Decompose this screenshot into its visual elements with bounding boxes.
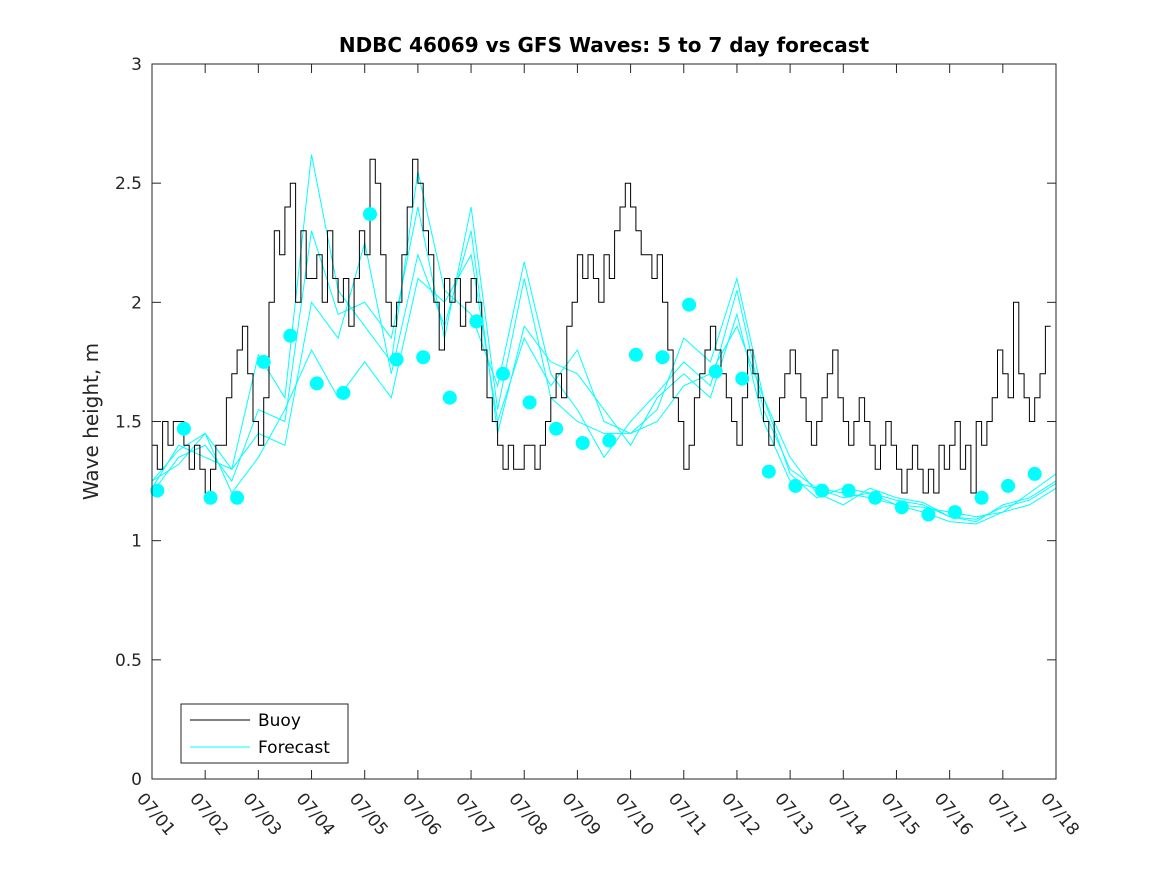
x-tick-label: 07/06 — [398, 789, 445, 839]
forecast-marker — [761, 464, 776, 479]
forecast-marker — [469, 314, 484, 329]
y-tick-label: 0.5 — [115, 651, 142, 671]
forecast-marker — [575, 436, 590, 450]
x-tick-label: 07/08 — [504, 789, 551, 839]
y-tick-label: 0 — [131, 770, 142, 790]
y-tick-label: 2 — [131, 293, 142, 313]
forecast-marker — [522, 395, 537, 410]
forecast-marker — [602, 433, 617, 448]
forecast-marker — [655, 350, 670, 365]
forecast-marker — [894, 500, 909, 515]
forecast-marker — [309, 376, 324, 391]
forecast-marker — [815, 483, 829, 498]
forecast-marker — [176, 421, 191, 436]
forecast-marker — [921, 507, 936, 522]
forecast-marker — [389, 352, 404, 367]
x-tick-label: 07/02 — [185, 789, 232, 839]
y-tick-label: 1.5 — [115, 413, 142, 433]
x-tick-label: 07/11 — [664, 789, 711, 839]
forecast-marker — [363, 207, 377, 222]
x-tick-label: 07/12 — [717, 789, 764, 839]
forecast-marker — [1001, 478, 1016, 493]
x-tick-label: 07/10 — [611, 789, 658, 839]
legend: Buoy Forecast — [180, 703, 349, 764]
buoy-line — [152, 158, 1051, 494]
x-tick-label: 07/03 — [239, 789, 286, 839]
forecast-marker — [549, 421, 564, 436]
x-tick-label: 07/05 — [345, 789, 392, 839]
forecast-marker — [682, 297, 697, 312]
forecast-run-line-2 — [151, 206, 1057, 523]
forecast-marker — [150, 483, 165, 498]
forecast-marker — [283, 328, 298, 343]
forecast-marker — [496, 366, 510, 381]
forecast-marker — [336, 385, 351, 400]
chart-title: NDBC 46069 vs GFS Waves: 5 to 7 day fore… — [339, 33, 870, 57]
forecast-marker — [868, 490, 883, 505]
forecast-marker — [416, 350, 431, 365]
x-tick-label: 07/18 — [1036, 789, 1083, 839]
forecast-marker — [230, 490, 245, 505]
legend-buoy-label: Buoy — [258, 711, 301, 731]
y-tick-label: 2.5 — [115, 174, 142, 194]
forecast-marker — [735, 371, 750, 386]
x-tick-label: 07/09 — [558, 789, 605, 839]
forecast-marker — [708, 364, 723, 379]
y-tick-label: 3 — [131, 55, 142, 75]
x-tick-label: 07/07 — [451, 789, 498, 839]
legend-box — [180, 703, 349, 764]
forecast-marker — [203, 490, 218, 505]
forecast-marker — [841, 483, 856, 498]
forecast-marker — [442, 390, 457, 405]
forecast-marker — [256, 354, 271, 369]
forecast-marker — [628, 347, 643, 362]
x-tick-label: 07/13 — [770, 789, 817, 839]
forecast-marker — [1027, 466, 1042, 481]
forecast-marker — [974, 490, 989, 505]
forecast-marker — [788, 478, 803, 493]
x-tick-label: 07/04 — [292, 789, 339, 839]
y-tick-label: 1 — [131, 532, 142, 552]
x-tick-label: 07/15 — [877, 789, 924, 839]
series-layer — [150, 154, 1057, 525]
forecast-marker — [948, 505, 962, 520]
legend-forecast-label: Forecast — [258, 738, 330, 758]
x-tick-label: 07/01 — [132, 789, 179, 839]
x-tick-label: 07/16 — [930, 789, 977, 839]
x-tick-label: 07/17 — [983, 789, 1030, 839]
y-axis-label: Wave height, m — [79, 343, 103, 500]
x-tick-label: 07/14 — [823, 789, 870, 839]
